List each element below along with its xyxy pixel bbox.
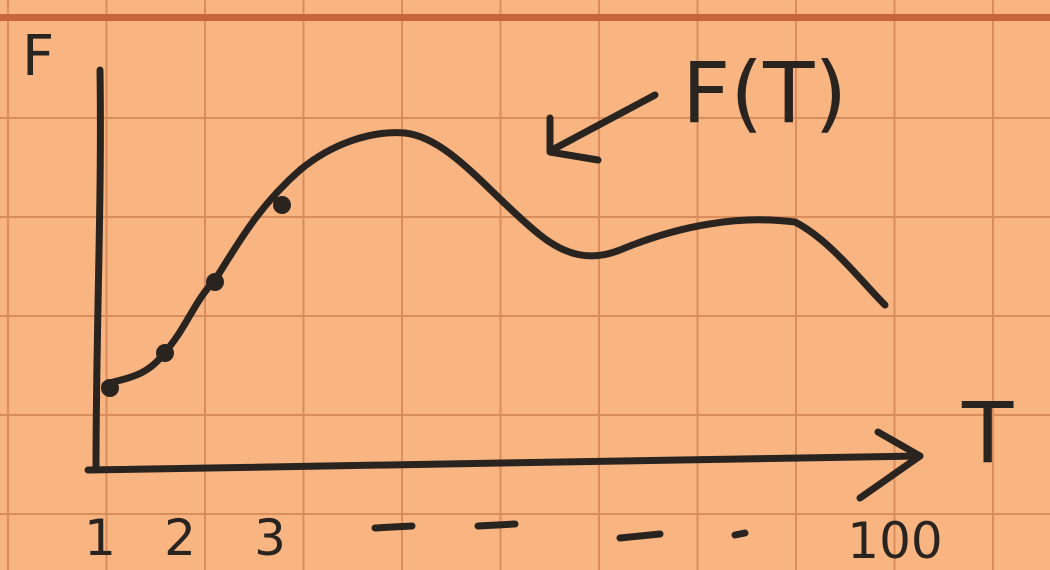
x-label: 3 — [254, 509, 286, 567]
x-label: 2 — [164, 509, 196, 567]
point — [273, 196, 291, 214]
x-label: 100 — [847, 512, 942, 570]
paper — [0, 0, 1050, 570]
x-label: 1 — [84, 509, 116, 567]
point — [101, 379, 119, 397]
x-axis-label: T — [961, 384, 1014, 482]
curve-label: F(T) — [682, 44, 847, 142]
top-rule — [0, 14, 1050, 21]
point — [156, 344, 174, 362]
point — [206, 273, 224, 291]
page: {"y_axis_label": "F", "x_axis_label": "T… — [0, 0, 1050, 570]
y-axis-label: F — [22, 24, 54, 89]
graph-paper: F F(T) T 1 2 3 100 — [0, 0, 1050, 570]
